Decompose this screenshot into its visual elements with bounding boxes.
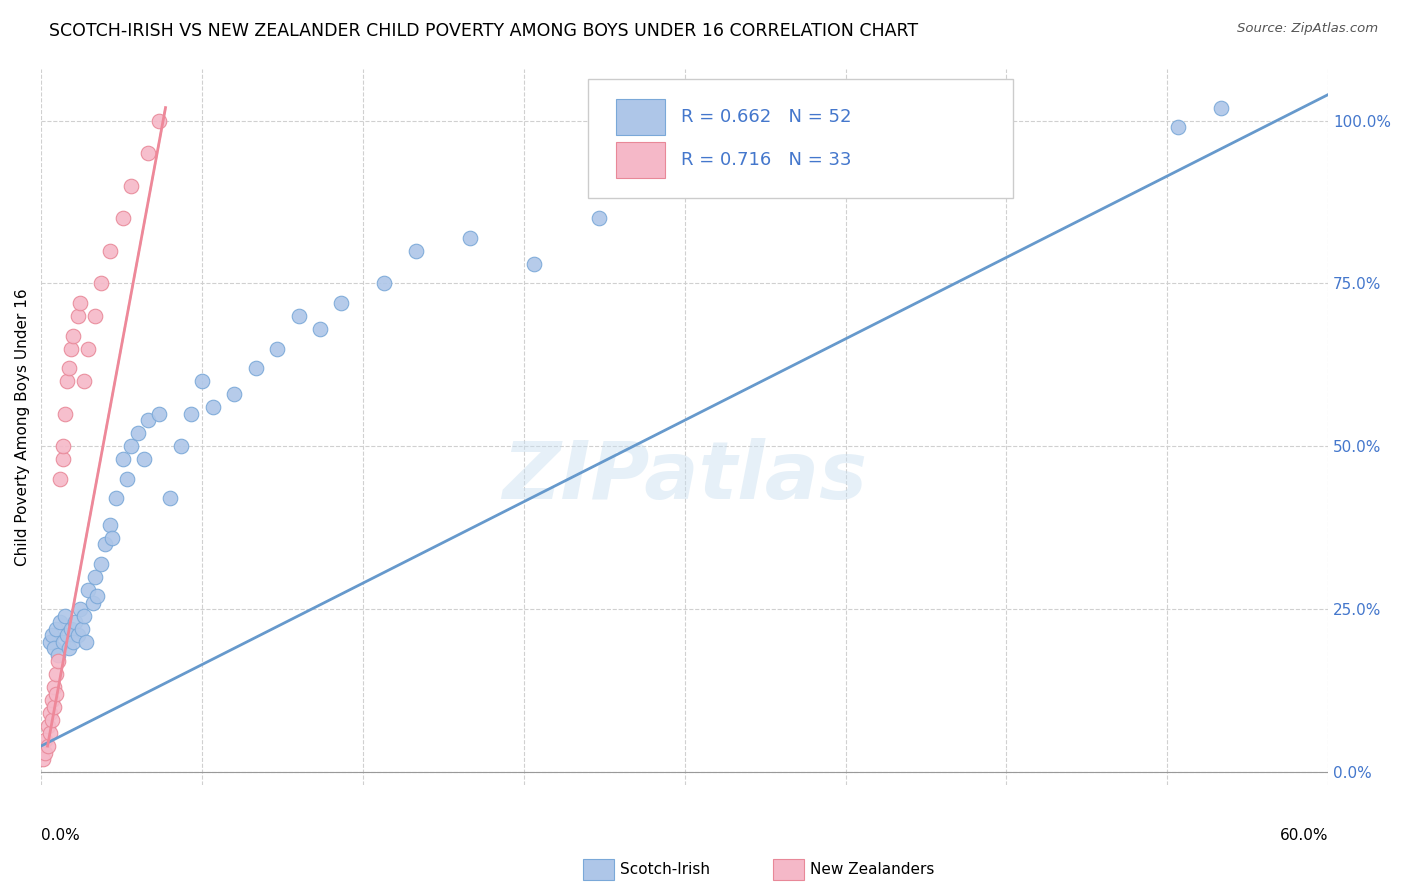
Point [373, 277, 395, 291]
Point [138, 146, 160, 161]
Point [132, 452, 155, 467]
Point [120, 439, 142, 453]
Point [38, 634, 60, 648]
Point [62, 634, 84, 648]
Point [105, 491, 128, 506]
Point [77, 582, 100, 597]
Point [111, 452, 134, 467]
Point [37, 739, 59, 753]
Text: SCOTCH-IRISH VS NEW ZEALANDER CHILD POVERTY AMONG BOYS UNDER 16 CORRELATION CHAR: SCOTCH-IRISH VS NEW ZEALANDER CHILD POVE… [49, 22, 918, 40]
Point [46, 654, 69, 668]
Point [148, 113, 170, 128]
Point [77, 342, 100, 356]
Point [41, 693, 63, 707]
FancyBboxPatch shape [588, 79, 1012, 197]
Point [159, 491, 181, 506]
Point [98, 244, 121, 258]
Point [38, 726, 60, 740]
Point [101, 531, 124, 545]
Point [245, 361, 267, 376]
Point [34, 732, 56, 747]
Point [69, 602, 91, 616]
Point [49, 615, 72, 630]
Point [458, 231, 481, 245]
Point [62, 328, 84, 343]
Point [138, 413, 160, 427]
Point [98, 517, 121, 532]
Point [34, 746, 56, 760]
Point [86, 589, 108, 603]
Point [405, 244, 427, 258]
Point [523, 257, 546, 271]
Point [42, 641, 65, 656]
Text: R = 0.662   N = 52: R = 0.662 N = 52 [681, 108, 851, 126]
Point [82, 596, 104, 610]
Point [56, 628, 79, 642]
Point [266, 342, 288, 356]
Point [60, 622, 83, 636]
Point [45, 667, 67, 681]
Text: ZIPatlas: ZIPatlas [502, 438, 868, 516]
Point [83, 569, 105, 583]
Point [69, 296, 91, 310]
Text: 0.0%: 0.0% [41, 828, 80, 843]
Point [201, 401, 224, 415]
Point [191, 374, 214, 388]
Point [49, 472, 72, 486]
Point [45, 622, 67, 636]
Point [42, 681, 65, 695]
Point [56, 374, 79, 388]
Point [41, 628, 63, 642]
Point [73, 608, 96, 623]
Point [330, 296, 353, 310]
Point [115, 472, 138, 486]
Point [70, 622, 93, 636]
Point [588, 211, 610, 226]
Point [180, 407, 202, 421]
Point [309, 322, 332, 336]
Point [53, 407, 76, 421]
Text: New Zealanders: New Zealanders [810, 863, 934, 877]
Point [41, 713, 63, 727]
Point [73, 374, 96, 388]
Y-axis label: Child Poverty Among Boys Under 16: Child Poverty Among Boys Under 16 [15, 288, 30, 566]
Point [65, 615, 87, 630]
FancyBboxPatch shape [616, 99, 665, 136]
Point [90, 277, 112, 291]
Text: 60.0%: 60.0% [1279, 828, 1329, 843]
Point [90, 557, 112, 571]
Point [32, 752, 55, 766]
Point [45, 687, 67, 701]
Point [224, 387, 246, 401]
Point [66, 628, 89, 642]
Point [51, 452, 73, 467]
Point [120, 178, 142, 193]
Point [127, 426, 149, 441]
Point [94, 537, 117, 551]
Point [46, 648, 69, 662]
Point [111, 211, 134, 226]
Text: Scotch-Irish: Scotch-Irish [620, 863, 710, 877]
FancyBboxPatch shape [616, 143, 665, 178]
Point [83, 309, 105, 323]
Point [51, 439, 73, 453]
Point [1209, 101, 1232, 115]
Text: Source: ZipAtlas.com: Source: ZipAtlas.com [1237, 22, 1378, 36]
Point [37, 719, 59, 733]
Point [1167, 120, 1189, 135]
Point [60, 342, 83, 356]
Point [58, 361, 80, 376]
Point [75, 634, 97, 648]
Point [42, 700, 65, 714]
Point [287, 309, 309, 323]
Point [53, 608, 76, 623]
Point [66, 309, 89, 323]
Point [169, 439, 191, 453]
Point [148, 407, 170, 421]
Point [51, 634, 73, 648]
Text: R = 0.716   N = 33: R = 0.716 N = 33 [681, 151, 851, 169]
Point [58, 641, 80, 656]
Point [38, 706, 60, 721]
